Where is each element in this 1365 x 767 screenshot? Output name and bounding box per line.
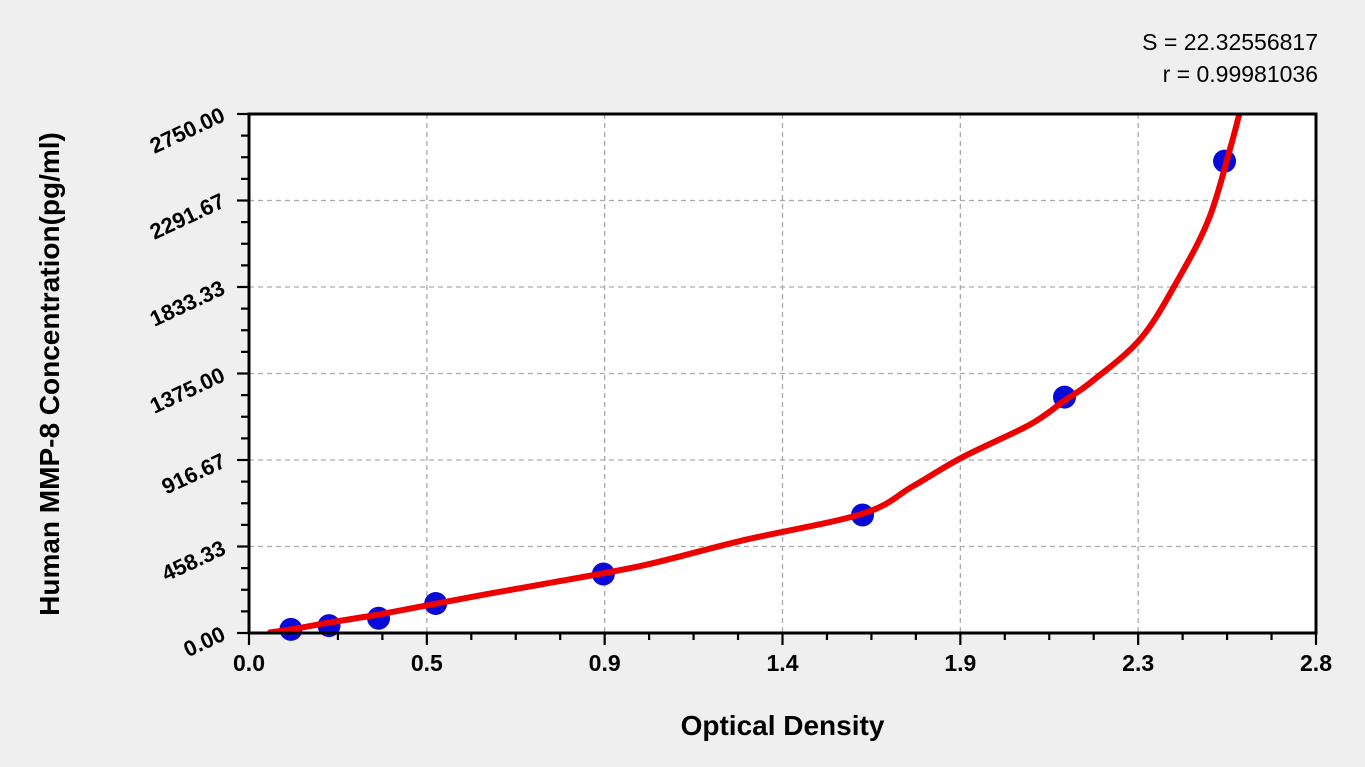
gridlines [249,114,1316,633]
fit-curve [267,114,1243,633]
x-axis-title: Optical Density [680,710,885,741]
y-axis-title: Human MMP-8 Concentration(pg/ml) [34,131,65,616]
x-tick-label: 2.3 [1122,650,1155,676]
x-tick-label: 0.9 [588,650,621,676]
x-tick-label: 0.0 [233,650,265,676]
x-tick-label: 0.5 [410,650,443,676]
fit-statistics: S = 22.32556817 r = 0.99981036 [1142,26,1318,90]
stat-r-value: r = 0.99981036 [1162,61,1318,87]
plot-frame [247,112,1318,635]
x-tick-label: 1.9 [944,650,977,676]
x-tick-label: 2.8 [1300,650,1332,676]
stat-s-value: S = 22.32556817 [1142,29,1318,55]
x-tick-label: 1.4 [766,650,799,676]
